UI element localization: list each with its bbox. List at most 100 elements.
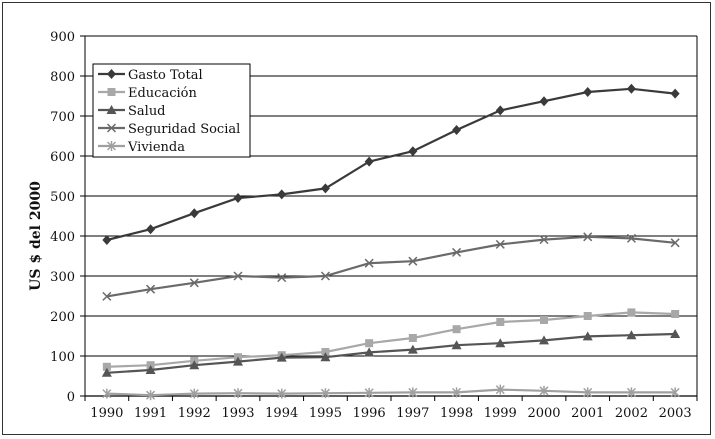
data-point — [671, 310, 680, 318]
y-tick-label: 500 — [50, 190, 75, 205]
x-tick-label: 1995 — [309, 406, 342, 421]
data-point — [452, 325, 461, 334]
data-point — [365, 339, 374, 348]
y-axis-label: US $ del 2000 — [28, 181, 44, 291]
data-point — [321, 348, 330, 356]
data-point — [102, 235, 112, 245]
data-point — [670, 387, 680, 398]
data-point — [408, 387, 418, 398]
data-point — [540, 316, 548, 324]
data-point — [495, 105, 505, 116]
y-tick-label: 600 — [50, 150, 75, 165]
legend-marker — [106, 105, 117, 114]
data-series — [101, 83, 681, 401]
data-point — [583, 232, 593, 242]
data-point — [670, 88, 680, 99]
x-tick-label: 1996 — [353, 406, 386, 421]
data-point — [583, 312, 592, 320]
legend-item: Educación — [98, 86, 197, 101]
y-tick-label: 100 — [50, 350, 75, 365]
legend-marker — [106, 141, 117, 151]
data-point — [320, 388, 330, 399]
data-point — [452, 125, 462, 135]
data-point — [320, 271, 330, 281]
y-tick-label: 200 — [50, 310, 75, 325]
legend: Gasto Total Educación Salud Seguridad Socia… — [92, 63, 251, 158]
y-tick-label: 0 — [67, 390, 75, 405]
data-point — [145, 365, 156, 374]
data-point — [189, 278, 199, 288]
series-salud — [101, 329, 681, 377]
data-point — [233, 356, 243, 366]
y-tick-label: 300 — [50, 270, 75, 285]
data-point — [495, 338, 506, 348]
data-point — [189, 360, 200, 370]
data-point — [101, 367, 112, 377]
data-point — [670, 329, 681, 338]
y-tick-label: 900 — [50, 30, 75, 45]
data-point — [146, 390, 156, 401]
data-point — [146, 224, 156, 235]
x-tick-label: 1994 — [265, 406, 298, 421]
data-point — [583, 87, 593, 97]
data-point — [495, 384, 505, 395]
x-tick-label: 1997 — [396, 406, 429, 421]
data-point — [233, 388, 243, 399]
data-point — [626, 233, 636, 243]
x-tick-label: 1999 — [484, 406, 517, 421]
legend-item: Gasto Total — [98, 68, 203, 83]
data-point — [277, 388, 287, 399]
data-point — [626, 387, 636, 398]
x-tick-label: 1991 — [134, 406, 167, 421]
legend-marker — [107, 88, 116, 96]
data-point — [452, 387, 462, 398]
legend-label: Vivienda — [127, 140, 185, 155]
y-tick-label: 700 — [50, 110, 75, 125]
data-point — [364, 347, 375, 357]
x-tick-label: 2002 — [615, 406, 648, 421]
legend-item: Vivienda — [98, 140, 185, 155]
axes: 0 100 200 300 400 500 600 700 800 900 1990 1991 1992… — [50, 30, 698, 421]
data-point — [233, 271, 243, 281]
data-point — [582, 331, 593, 341]
data-point — [102, 388, 112, 399]
x-tick-label: 2003 — [659, 406, 692, 421]
data-point — [277, 273, 287, 283]
data-point — [407, 344, 418, 354]
data-point — [320, 352, 331, 362]
x-tick-label: 2000 — [527, 406, 560, 421]
data-point — [102, 362, 111, 371]
data-point — [451, 340, 462, 350]
data-point — [277, 189, 287, 200]
data-point — [364, 156, 374, 167]
data-point — [276, 352, 287, 362]
data-point — [626, 330, 637, 340]
y-tick-label: 400 — [50, 230, 75, 245]
legend-label: Salud — [128, 104, 166, 119]
x-tick-label: 1990 — [90, 406, 123, 421]
data-point — [495, 239, 505, 249]
series-line — [106, 332, 676, 374]
legend-label: Seguridad Social — [128, 122, 240, 137]
series-vivienda — [102, 384, 680, 401]
data-point — [189, 208, 199, 219]
data-point — [627, 308, 636, 317]
data-point — [233, 193, 243, 203]
data-point — [408, 256, 418, 266]
data-point — [452, 247, 462, 257]
series-gasto-total — [102, 83, 680, 245]
series-line — [106, 311, 676, 368]
x-tick-label: 2001 — [571, 406, 604, 421]
x-tick-label: 1992 — [178, 406, 211, 421]
series-educacion — [102, 308, 680, 371]
data-point — [364, 387, 374, 398]
series-line — [106, 388, 676, 397]
series-line — [106, 87, 676, 242]
legend-marker — [107, 69, 116, 79]
legend-marker — [106, 123, 117, 133]
data-point — [626, 83, 636, 94]
data-point — [189, 388, 199, 399]
data-point — [320, 183, 330, 194]
data-point — [539, 385, 549, 396]
data-point — [583, 387, 593, 398]
